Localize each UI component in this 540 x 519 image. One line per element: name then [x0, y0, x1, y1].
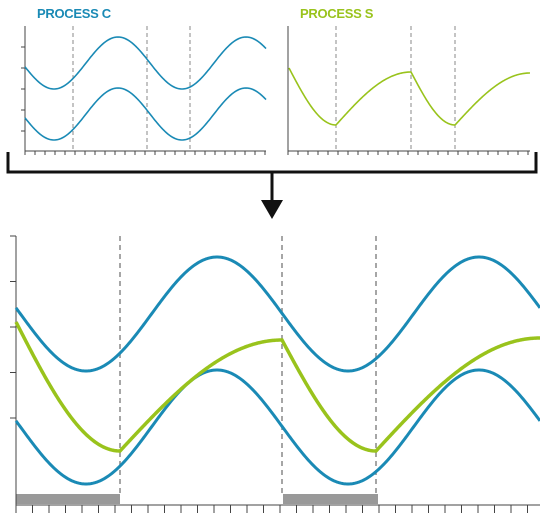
combine-connector — [6, 152, 538, 219]
process-c-panel — [21, 26, 267, 155]
process-c-x-ticks — [24, 151, 266, 155]
combined-x-ticks — [15, 505, 528, 513]
combined-y-ticks — [10, 235, 16, 419]
process-s-wave — [288, 67, 531, 126]
process-c-lower-wave — [24, 87, 267, 141]
active-period-bar — [283, 494, 378, 504]
process-c-lower-wave-combined — [14, 368, 540, 486]
down-arrow-icon — [261, 200, 283, 219]
process-s-x-ticks — [287, 151, 529, 155]
combined-panel — [10, 235, 540, 513]
process-c-upper-wave — [24, 36, 267, 90]
process-s-panel — [287, 26, 531, 155]
process-s-label: PROCESS S — [300, 6, 374, 21]
process-s-wave-combined — [14, 321, 540, 453]
process-c-y-ticks — [21, 46, 25, 132]
process-c-upper-wave-combined — [14, 255, 540, 373]
active-period-bar — [16, 494, 120, 504]
process-c-label: PROCESS C — [37, 6, 111, 21]
